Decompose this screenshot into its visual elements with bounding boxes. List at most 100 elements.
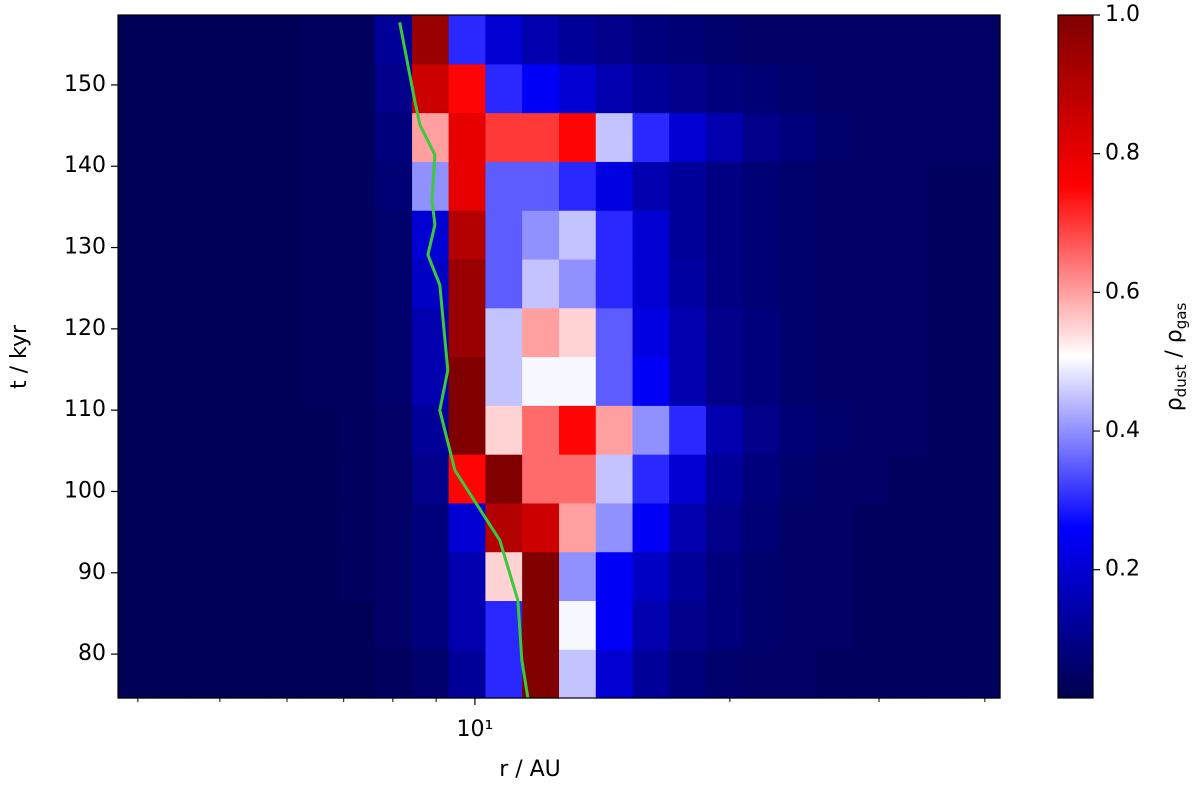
heatmap-cell [485, 258, 523, 309]
heatmap-cell [632, 112, 670, 162]
heatmap-cell [816, 307, 854, 358]
heatmap-cell [338, 454, 376, 504]
heatmap-cell [118, 502, 156, 553]
heatmap-cell [522, 502, 560, 553]
heatmap-cell [669, 210, 707, 260]
heatmap-cell [412, 63, 450, 114]
heatmap-cell [705, 405, 744, 455]
heatmap-cell [227, 63, 266, 114]
heatmap-cell [559, 600, 597, 650]
heatmap-cell [632, 63, 670, 114]
y-tick-label: 80 [78, 641, 106, 666]
heatmap-cell [191, 649, 229, 699]
heatmap-cell [118, 405, 156, 455]
heatmap-cell [779, 356, 817, 406]
heatmap-cell [779, 649, 817, 699]
heatmap-cell [705, 307, 744, 358]
heatmap-cell [705, 454, 744, 504]
heatmap-cell [816, 649, 854, 699]
heatmap-cell [559, 502, 597, 553]
heatmap-cell [816, 210, 854, 260]
heatmap-cell [669, 454, 707, 504]
colorbar-label: ρdust / ρgas [1162, 303, 1190, 412]
heatmap-cell [963, 258, 1001, 309]
heatmap-cell [374, 405, 413, 455]
heatmap-cell [191, 502, 229, 553]
heatmap-cell [338, 15, 376, 65]
heatmap-cell [963, 63, 1001, 114]
heatmap-cell [669, 405, 707, 455]
heatmap-cell [485, 600, 523, 650]
heatmap-cell [522, 551, 560, 602]
heatmap-cell [485, 15, 523, 65]
heatmap-cell [632, 649, 670, 699]
heatmap-cell [485, 63, 523, 114]
heatmap-cell [963, 502, 1001, 553]
heatmap-cell [963, 15, 1001, 65]
heatmap-cell [559, 161, 597, 211]
heatmap-cell [742, 161, 781, 211]
heatmap-cell [338, 258, 376, 309]
heatmap-cell [191, 600, 229, 650]
heatmap-cell [227, 454, 266, 504]
heatmap-cell [742, 63, 781, 114]
heatmap-cell [302, 258, 340, 309]
heatmap-cell [853, 551, 891, 602]
heatmap-cell [595, 63, 634, 114]
heatmap-cell [302, 649, 340, 699]
heatmap-cell [302, 356, 340, 406]
plot-frame [117, 14, 1001, 699]
heatmap-cell [485, 405, 523, 455]
heatmap-cell [448, 600, 487, 650]
heatmap-cell [522, 210, 560, 260]
heatmap-cell [264, 112, 303, 162]
heatmap-cell [742, 600, 781, 650]
heatmap-cell [302, 454, 340, 504]
heatmap-cell [742, 649, 781, 699]
heatmap-cell [522, 454, 560, 504]
heatmap-cell [595, 405, 634, 455]
heatmap-cell [926, 307, 964, 358]
heatmap-cell [816, 454, 854, 504]
heatmap-cell [963, 112, 1001, 162]
heatmap-cell [926, 551, 964, 602]
heatmap-cell [154, 63, 193, 114]
heatmap-cell [412, 600, 450, 650]
heatmap-cell [522, 307, 560, 358]
heatmap-cell [448, 161, 487, 211]
heatmap-cell [118, 356, 156, 406]
heatmap-cell [742, 112, 781, 162]
heatmap-cell [522, 356, 560, 406]
heatmap-cell [595, 15, 634, 65]
heatmap-cell [779, 551, 817, 602]
heatmap-cell [191, 112, 229, 162]
heatmap-cell [816, 258, 854, 309]
heatmap-cell [926, 15, 964, 65]
heatmap-cell [522, 15, 560, 65]
heatmap-cell [118, 112, 156, 162]
heatmap-cell [559, 551, 597, 602]
heatmap-cell [302, 307, 340, 358]
heatmap-cell [632, 600, 670, 650]
heatmap-cell [448, 63, 487, 114]
heatmap-cell [889, 258, 928, 309]
heatmap-cell [632, 307, 670, 358]
y-tick-label: 90 [78, 560, 106, 585]
heatmap-cell [522, 405, 560, 455]
heatmap-cell [853, 356, 891, 406]
heatmap-cell [264, 551, 303, 602]
heatmap-cell [302, 502, 340, 553]
heatmap-cell [412, 454, 450, 504]
heatmap-cell [705, 258, 744, 309]
heatmap-cell [889, 356, 928, 406]
heatmap-cell [191, 210, 229, 260]
heatmap-cell [742, 356, 781, 406]
heatmap-cell [227, 258, 266, 309]
heatmap-cell [448, 112, 487, 162]
heatmap-cell [374, 307, 413, 358]
heatmap-cell [742, 258, 781, 309]
heatmap-cell [374, 551, 413, 602]
heatmap-cell [338, 210, 376, 260]
heatmap-cell [926, 161, 964, 211]
heatmap-cell [264, 649, 303, 699]
